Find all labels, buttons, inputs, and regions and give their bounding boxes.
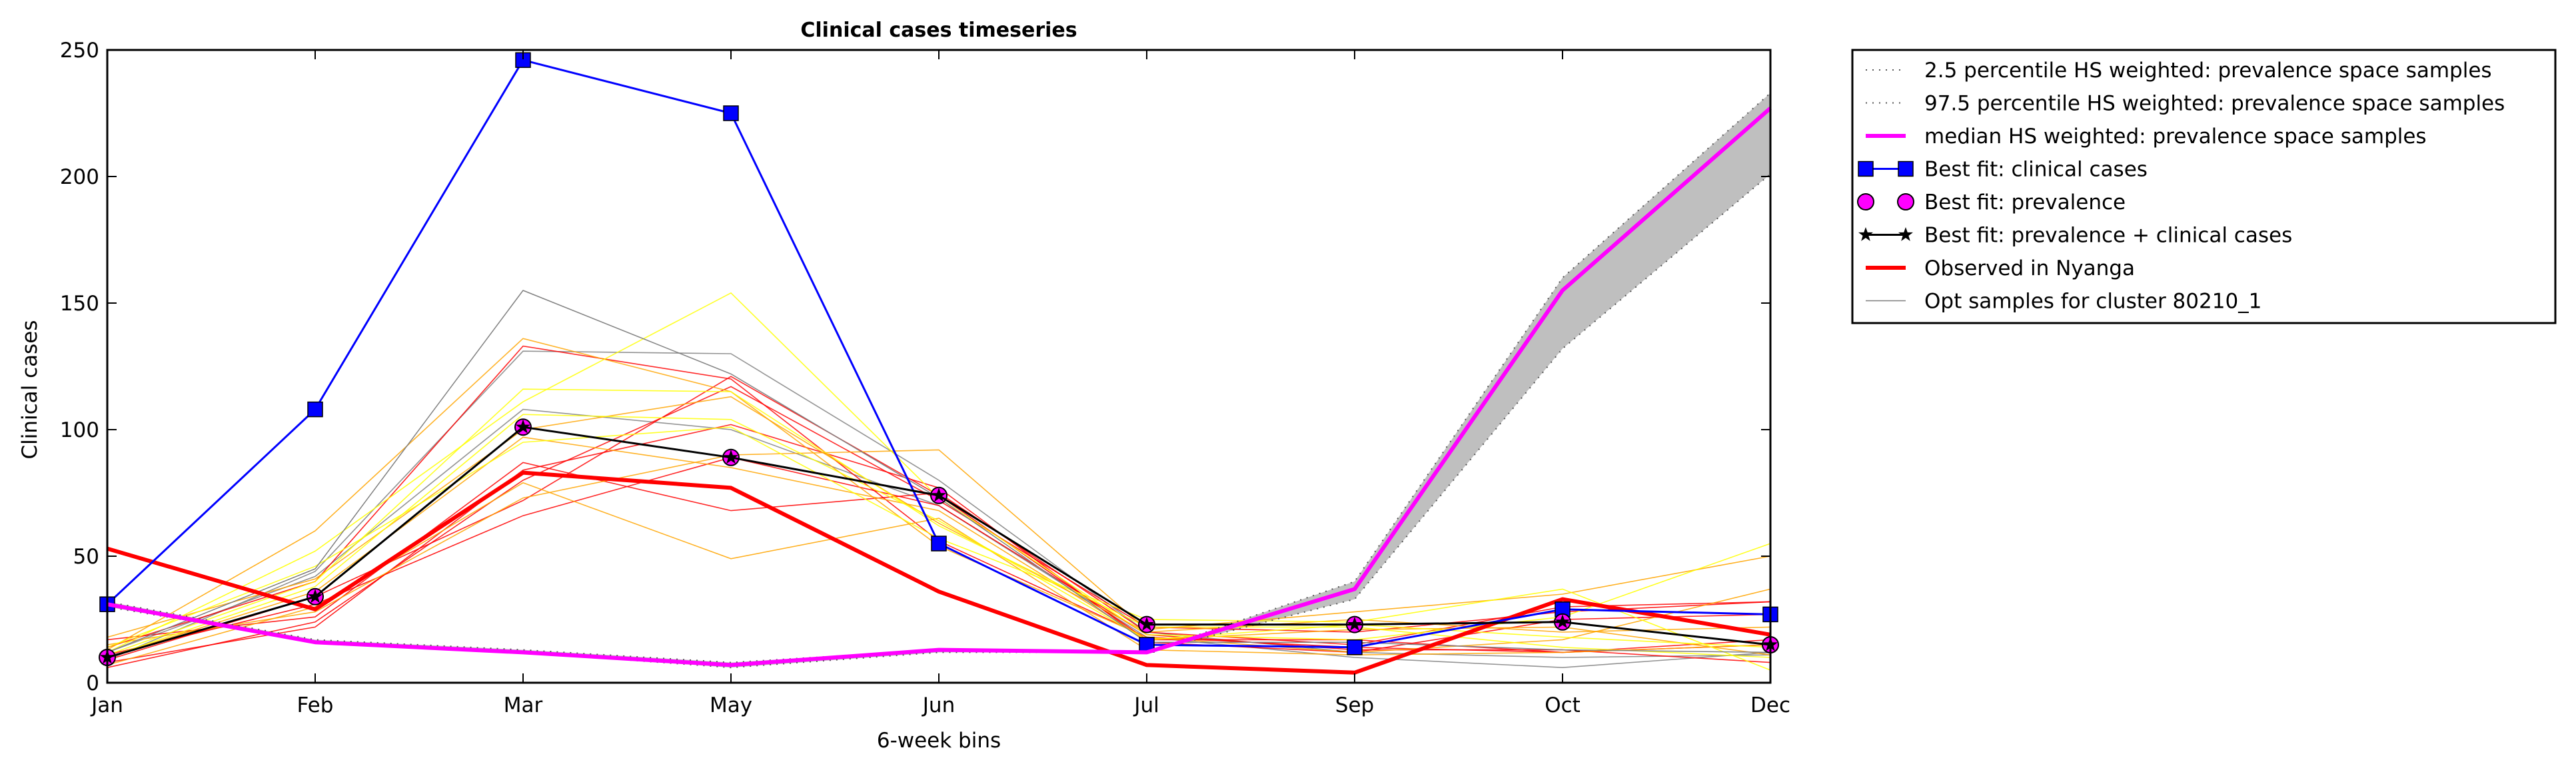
legend-marker [1858,161,1874,177]
series-point-best-fit-clinical-cases [723,105,739,121]
x-tick-label: Jan [90,693,123,717]
sample-line-13 [107,396,1771,638]
legend-item-observed-in-nyanga: Observed in Nyanga [1866,256,2135,280]
legend-item-2-5-percentile-hs-weighted-prevalence-space-samples: 2.5 percentile HS weighted: prevalence s… [1866,59,2492,83]
legend-item-97-5-percentile-hs-weighted-prevalence-space-samples: 97.5 percentile HS weighted: prevalence … [1866,92,2505,116]
sample-line-15 [107,388,1771,658]
series-point-best-fit-prevalence-clinical-cases [1555,614,1570,629]
legend-label: median HS weighted: prevalence space sam… [1924,125,2427,149]
legend-item-best-fit-prevalence: Best fit: prevalence [1857,191,2126,214]
y-tick-label: 250 [60,39,99,63]
series-point-best-fit-prevalence-clinical-cases [932,488,946,502]
series-line-median-hs-weighted-prevalence-space-samples [107,107,1772,667]
legend-marker [1857,193,1874,210]
legend-label: Observed in Nyanga [1924,256,2135,280]
legend-item-best-fit-prevalence-clinical-cases: Best fit: prevalence + clinical cases [1858,224,2292,248]
legend-label: Best fit: prevalence + clinical cases [1924,224,2292,248]
x-tick-label: May [710,693,752,717]
y-tick-label: 200 [60,165,99,189]
series-point-best-fit-prevalence-clinical-cases [1347,617,1362,631]
legend-label: 97.5 percentile HS weighted: prevalence … [1924,92,2505,116]
legend-item-best-fit-clinical-cases: Best fit: clinical cases [1858,158,2148,182]
series-point-best-fit-prevalence-clinical-cases [1139,617,1154,631]
x-axis-label: 6-week bins [877,729,1001,753]
legend-marker [1897,193,1914,210]
series-point-best-fit-prevalence-clinical-cases [724,450,738,464]
series-point-best-fit-prevalence-clinical-cases [308,589,322,603]
legend-marker [1898,226,1913,241]
y-tick-label: 150 [60,292,99,316]
legend-label: 2.5 percentile HS weighted: prevalence s… [1924,59,2492,83]
legend-marker [1858,226,1873,241]
axes: 0 50 100 150 200 250 Jan Feb Mar May Jun Jul Sep Oct D… [60,39,1790,717]
sample-line-17 [107,414,1771,658]
chart-title: Clinical cases timeseries [800,19,1077,42]
legend-label: Opt samples for cluster 80210_1 [1924,290,2261,314]
series-point-best-fit-prevalence-clinical-cases [516,419,530,434]
series-point-best-fit-clinical-cases [931,536,947,552]
plot-area [99,52,1779,675]
series-line-97-5-percentile-hs-weighted-prevalence-space-samples [107,92,1771,663]
x-tick-label: Jul [1133,693,1159,717]
y-tick-label: 50 [73,545,99,569]
x-tick-label: Dec [1750,693,1790,717]
y-tick-label: 0 [86,671,99,695]
series-point-best-fit-clinical-cases [307,401,323,418]
legend-item-opt-samples-for-cluster-80210-1: Opt samples for cluster 80210_1 [1866,290,2261,314]
legend-label: Best fit: prevalence [1924,191,2126,214]
y-axis-label: Clinical cases [18,320,42,459]
legend-box [1851,49,2557,324]
legend-item-median-hs-weighted-prevalence-space-samples: median HS weighted: prevalence space sam… [1866,125,2427,149]
x-tick-label: Oct [1545,693,1581,717]
sample-line-1 [107,350,1771,661]
legend: 2.5 percentile HS weighted: prevalence s… [1851,49,2557,324]
legend-label: Best fit: clinical cases [1924,158,2148,182]
y-tick-label: 100 [60,418,99,442]
x-tick-label: Feb [297,693,334,717]
x-tick-label: Jun [922,693,955,717]
legend-marker [1898,161,1914,177]
x-tick-label: Sep [1335,693,1374,717]
series-point-best-fit-clinical-cases [1347,639,1363,655]
x-tick-label: Mar [504,693,543,717]
